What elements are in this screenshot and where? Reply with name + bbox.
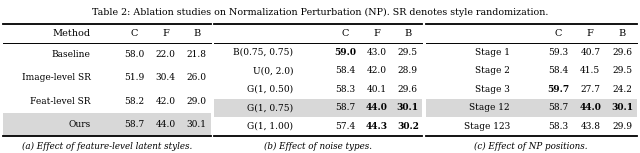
Text: 58.3: 58.3 — [548, 122, 569, 131]
Text: Table 2: Ablation studies on Normalization Perturbation (NP). SR denotes style r: Table 2: Ablation studies on Normalizati… — [92, 8, 548, 17]
Text: 58.7: 58.7 — [335, 103, 356, 112]
Text: 58.7: 58.7 — [548, 103, 569, 112]
Text: B: B — [404, 29, 412, 38]
Text: 27.7: 27.7 — [580, 85, 600, 94]
Text: G(1, 1.00): G(1, 1.00) — [248, 122, 293, 131]
Text: 30.1: 30.1 — [611, 103, 633, 112]
Text: 29.5: 29.5 — [398, 48, 418, 57]
Text: 30.1: 30.1 — [187, 120, 207, 129]
Text: 58.3: 58.3 — [335, 85, 355, 94]
Bar — [3, 113, 211, 136]
Text: 29.5: 29.5 — [612, 66, 632, 75]
Text: (c) Effect of NP positions.: (c) Effect of NP positions. — [474, 142, 588, 151]
Text: 29.6: 29.6 — [612, 48, 632, 57]
Text: (a) Effect of feature-level latent styles.: (a) Effect of feature-level latent style… — [22, 142, 193, 151]
Text: G(1, 0.75): G(1, 0.75) — [247, 103, 293, 112]
Text: 44.0: 44.0 — [365, 103, 388, 112]
Text: C: C — [555, 29, 563, 38]
Text: Stage 123: Stage 123 — [464, 122, 510, 131]
Text: 58.2: 58.2 — [124, 97, 144, 106]
Text: 29.6: 29.6 — [398, 85, 418, 94]
Text: 59.7: 59.7 — [548, 85, 570, 94]
Text: Baseline: Baseline — [52, 50, 91, 59]
Text: F: F — [162, 29, 169, 38]
Text: 59.3: 59.3 — [548, 48, 569, 57]
Text: Ours: Ours — [68, 120, 91, 129]
Text: B(0.75, 0.75): B(0.75, 0.75) — [234, 48, 293, 57]
Text: 28.9: 28.9 — [398, 66, 418, 75]
Text: 21.8: 21.8 — [187, 50, 207, 59]
Text: 40.7: 40.7 — [580, 48, 600, 57]
Text: B: B — [193, 29, 200, 38]
Bar — [426, 99, 637, 117]
Text: 59.0: 59.0 — [335, 48, 356, 57]
Text: 29.0: 29.0 — [187, 97, 207, 106]
Text: 44.0: 44.0 — [579, 103, 601, 112]
Text: Stage 1: Stage 1 — [475, 48, 510, 57]
Text: Feat-level SR: Feat-level SR — [30, 97, 91, 106]
Bar — [214, 99, 422, 117]
Text: 58.0: 58.0 — [124, 50, 145, 59]
Text: F: F — [587, 29, 594, 38]
Text: 30.4: 30.4 — [156, 73, 175, 82]
Text: C: C — [131, 29, 138, 38]
Text: U(0, 2.0): U(0, 2.0) — [253, 66, 293, 75]
Text: 41.5: 41.5 — [580, 66, 600, 75]
Text: 42.0: 42.0 — [367, 66, 387, 75]
Text: 44.0: 44.0 — [156, 120, 175, 129]
Text: 42.0: 42.0 — [156, 97, 175, 106]
Text: 58.7: 58.7 — [124, 120, 145, 129]
Text: F: F — [373, 29, 380, 38]
Text: G(1, 0.50): G(1, 0.50) — [247, 85, 293, 94]
Text: Stage 2: Stage 2 — [476, 66, 510, 75]
Text: B: B — [618, 29, 626, 38]
Text: 57.4: 57.4 — [335, 122, 356, 131]
Text: C: C — [342, 29, 349, 38]
Text: Stage 3: Stage 3 — [476, 85, 510, 94]
Text: Image-level SR: Image-level SR — [22, 73, 91, 82]
Text: 51.9: 51.9 — [124, 73, 145, 82]
Text: 30.1: 30.1 — [397, 103, 419, 112]
Text: Stage 12: Stage 12 — [470, 103, 510, 112]
Text: 40.1: 40.1 — [367, 85, 387, 94]
Text: 58.4: 58.4 — [548, 66, 569, 75]
Text: (b) Effect of noise types.: (b) Effect of noise types. — [264, 142, 372, 151]
Text: 24.2: 24.2 — [612, 85, 632, 94]
Text: 43.0: 43.0 — [367, 48, 387, 57]
Text: 44.3: 44.3 — [365, 122, 388, 131]
Text: Method: Method — [52, 29, 91, 38]
Text: 26.0: 26.0 — [187, 73, 207, 82]
Text: 29.9: 29.9 — [612, 122, 632, 131]
Text: 58.4: 58.4 — [335, 66, 356, 75]
Text: 43.8: 43.8 — [580, 122, 600, 131]
Text: 30.2: 30.2 — [397, 122, 419, 131]
Text: 22.0: 22.0 — [156, 50, 175, 59]
